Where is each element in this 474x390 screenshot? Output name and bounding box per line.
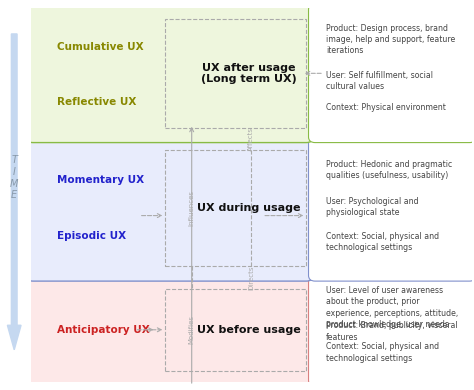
Text: Affects: Affects [248,127,254,151]
Text: Reflective UX: Reflective UX [57,97,137,107]
Text: Context: Social, physical and
technological settings: Context: Social, physical and technologi… [326,342,439,363]
Text: Influences: Influences [189,190,195,226]
Text: User: Self fulfillment, social
cultural values: User: Self fulfillment, social cultural … [326,71,433,91]
Text: Product: Brand, publicity, visceral
features: Product: Brand, publicity, visceral feat… [326,321,458,342]
Text: Anticipatory UX: Anticipatory UX [57,325,150,335]
Text: User: Level of user awareness
about the product, prior
experience, perceptions, : User: Level of user awareness about the … [326,286,458,329]
FancyArrow shape [8,34,21,350]
Text: Modifies: Modifies [189,315,195,344]
Text: Context: Social, physical and
technological settings: Context: Social, physical and technologi… [326,232,439,252]
Text: Directs: Directs [248,265,254,290]
FancyBboxPatch shape [27,274,313,386]
Text: User: Psychological and
physiological state: User: Psychological and physiological st… [326,197,419,218]
Text: Product: Hedonic and pragmatic
qualities (usefulness, usability): Product: Hedonic and pragmatic qualities… [326,160,452,180]
FancyBboxPatch shape [309,4,474,143]
FancyBboxPatch shape [27,135,313,281]
Bar [165,19,306,128]
Text: Context: Physical environment: Context: Physical environment [326,103,446,112]
FancyBboxPatch shape [27,4,313,143]
Text: UX during usage: UX during usage [197,203,301,213]
Text: Cumulative UX: Cumulative UX [57,42,144,52]
Text: Product: Design process, brand
image, help and support, feature
iterations: Product: Design process, brand image, he… [326,23,456,55]
Text: Episodic UX: Episodic UX [57,231,127,241]
Text: Momentary UX: Momentary UX [57,176,145,185]
FancyBboxPatch shape [309,135,474,281]
FancyBboxPatch shape [309,274,474,386]
Bar [165,289,306,371]
Bar [165,150,306,266]
Text: T
I
M
E: T I M E [10,156,18,200]
Text: UX after usage
(Long term UX): UX after usage (Long term UX) [201,62,297,84]
Text: UX before usage: UX before usage [197,325,301,335]
